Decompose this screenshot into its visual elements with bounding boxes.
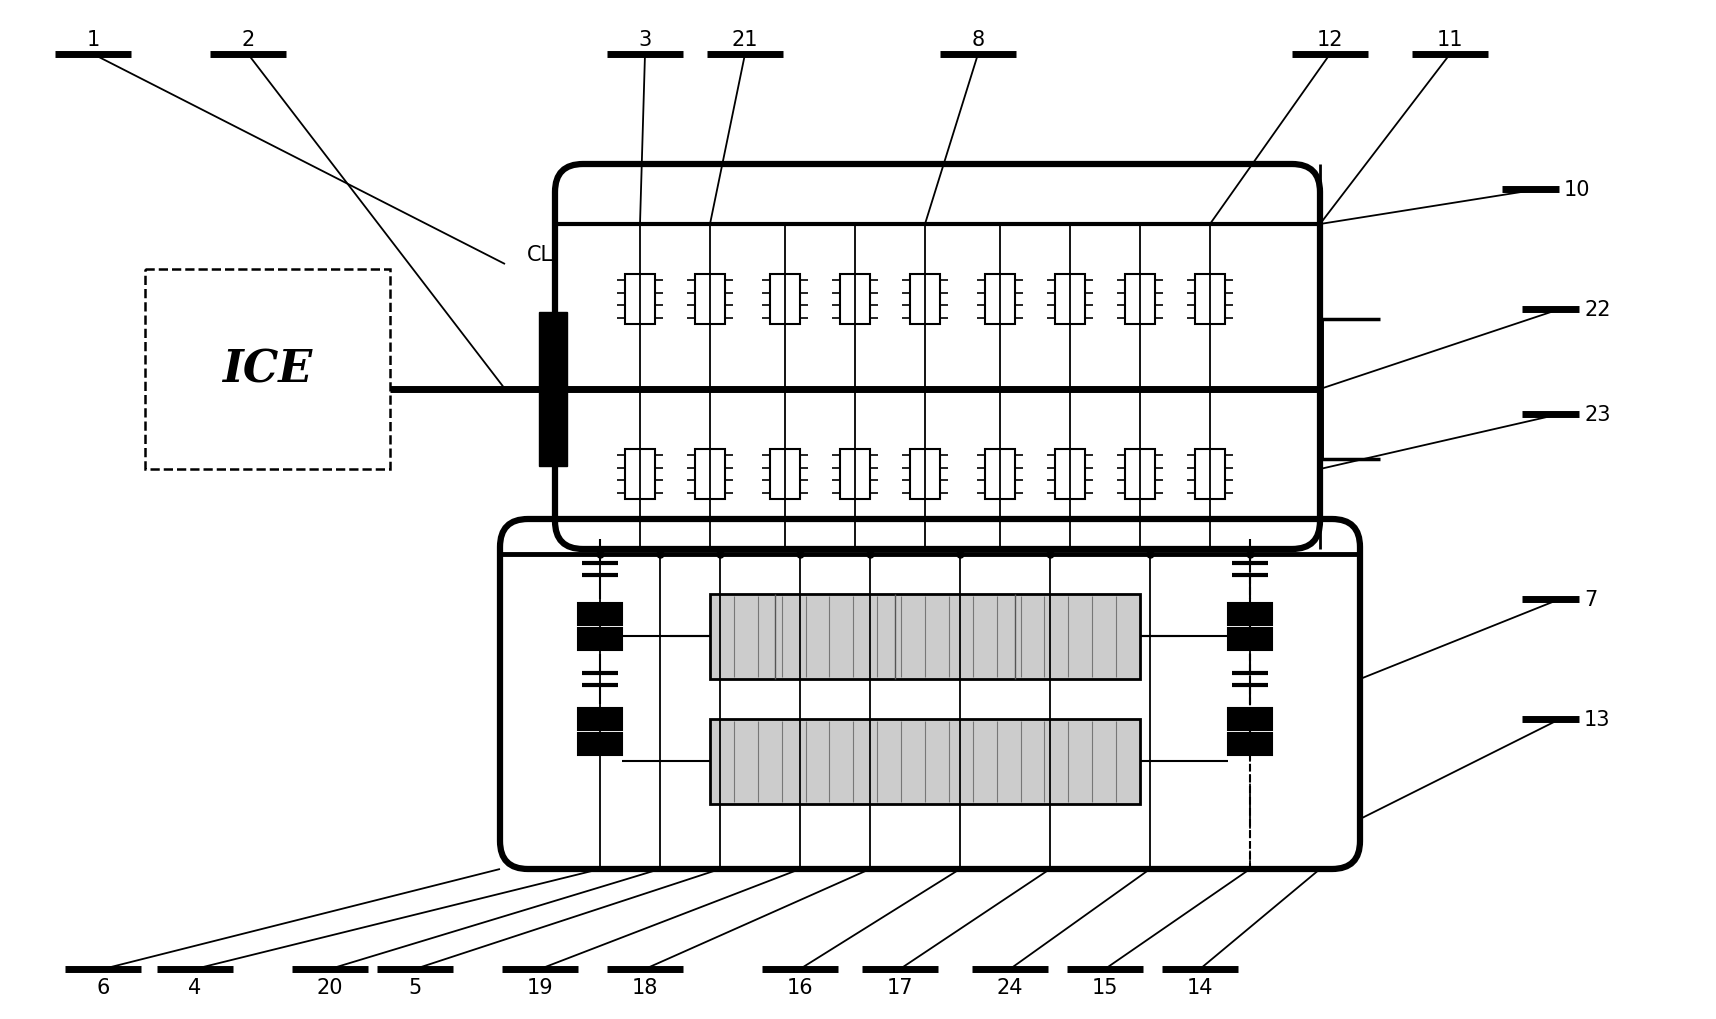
Bar <box>909 449 940 499</box>
Bar <box>1126 449 1155 499</box>
Bar <box>695 449 724 499</box>
Text: 12: 12 <box>1316 30 1344 50</box>
Bar <box>985 275 1014 325</box>
Bar <box>578 629 621 650</box>
Bar <box>1229 708 1272 731</box>
Text: 19: 19 <box>527 977 553 997</box>
Text: 14: 14 <box>1187 977 1213 997</box>
Bar <box>985 449 1014 499</box>
Bar <box>841 449 870 499</box>
Text: 13: 13 <box>1584 709 1611 730</box>
Bar <box>770 275 800 325</box>
Text: 6: 6 <box>96 977 110 997</box>
Bar <box>695 275 724 325</box>
Bar <box>770 449 800 499</box>
Bar <box>1055 449 1085 499</box>
Bar <box>710 594 1139 680</box>
Text: 5: 5 <box>408 977 422 997</box>
Bar <box>909 275 940 325</box>
Text: ICE: ICE <box>223 348 312 391</box>
Text: 16: 16 <box>786 977 813 997</box>
Bar <box>625 449 656 499</box>
Text: 22: 22 <box>1584 300 1611 320</box>
Text: 8: 8 <box>971 30 985 50</box>
Text: 15: 15 <box>1091 977 1119 997</box>
Bar <box>144 270 390 470</box>
Bar <box>578 734 621 755</box>
Text: 10: 10 <box>1563 179 1591 200</box>
Bar <box>539 313 566 467</box>
Bar <box>841 275 870 325</box>
Text: 7: 7 <box>1584 589 1598 609</box>
Bar <box>1055 275 1085 325</box>
Text: 11: 11 <box>1436 30 1464 50</box>
Bar <box>625 275 656 325</box>
Text: 4: 4 <box>189 977 201 997</box>
Bar <box>1229 734 1272 755</box>
Bar <box>710 719 1139 804</box>
Text: CL: CL <box>527 245 553 265</box>
Text: 1: 1 <box>86 30 100 50</box>
Bar <box>578 708 621 731</box>
Bar <box>578 603 621 626</box>
Text: 17: 17 <box>887 977 913 997</box>
Bar <box>1194 449 1225 499</box>
Bar <box>1194 275 1225 325</box>
Bar <box>1229 603 1272 626</box>
Text: 2: 2 <box>242 30 254 50</box>
Text: 18: 18 <box>631 977 659 997</box>
Bar <box>1126 275 1155 325</box>
Text: 3: 3 <box>638 30 652 50</box>
Text: 23: 23 <box>1584 405 1611 425</box>
Text: 24: 24 <box>997 977 1023 997</box>
Text: 21: 21 <box>731 30 758 50</box>
Text: 20: 20 <box>317 977 343 997</box>
Bar <box>1229 629 1272 650</box>
